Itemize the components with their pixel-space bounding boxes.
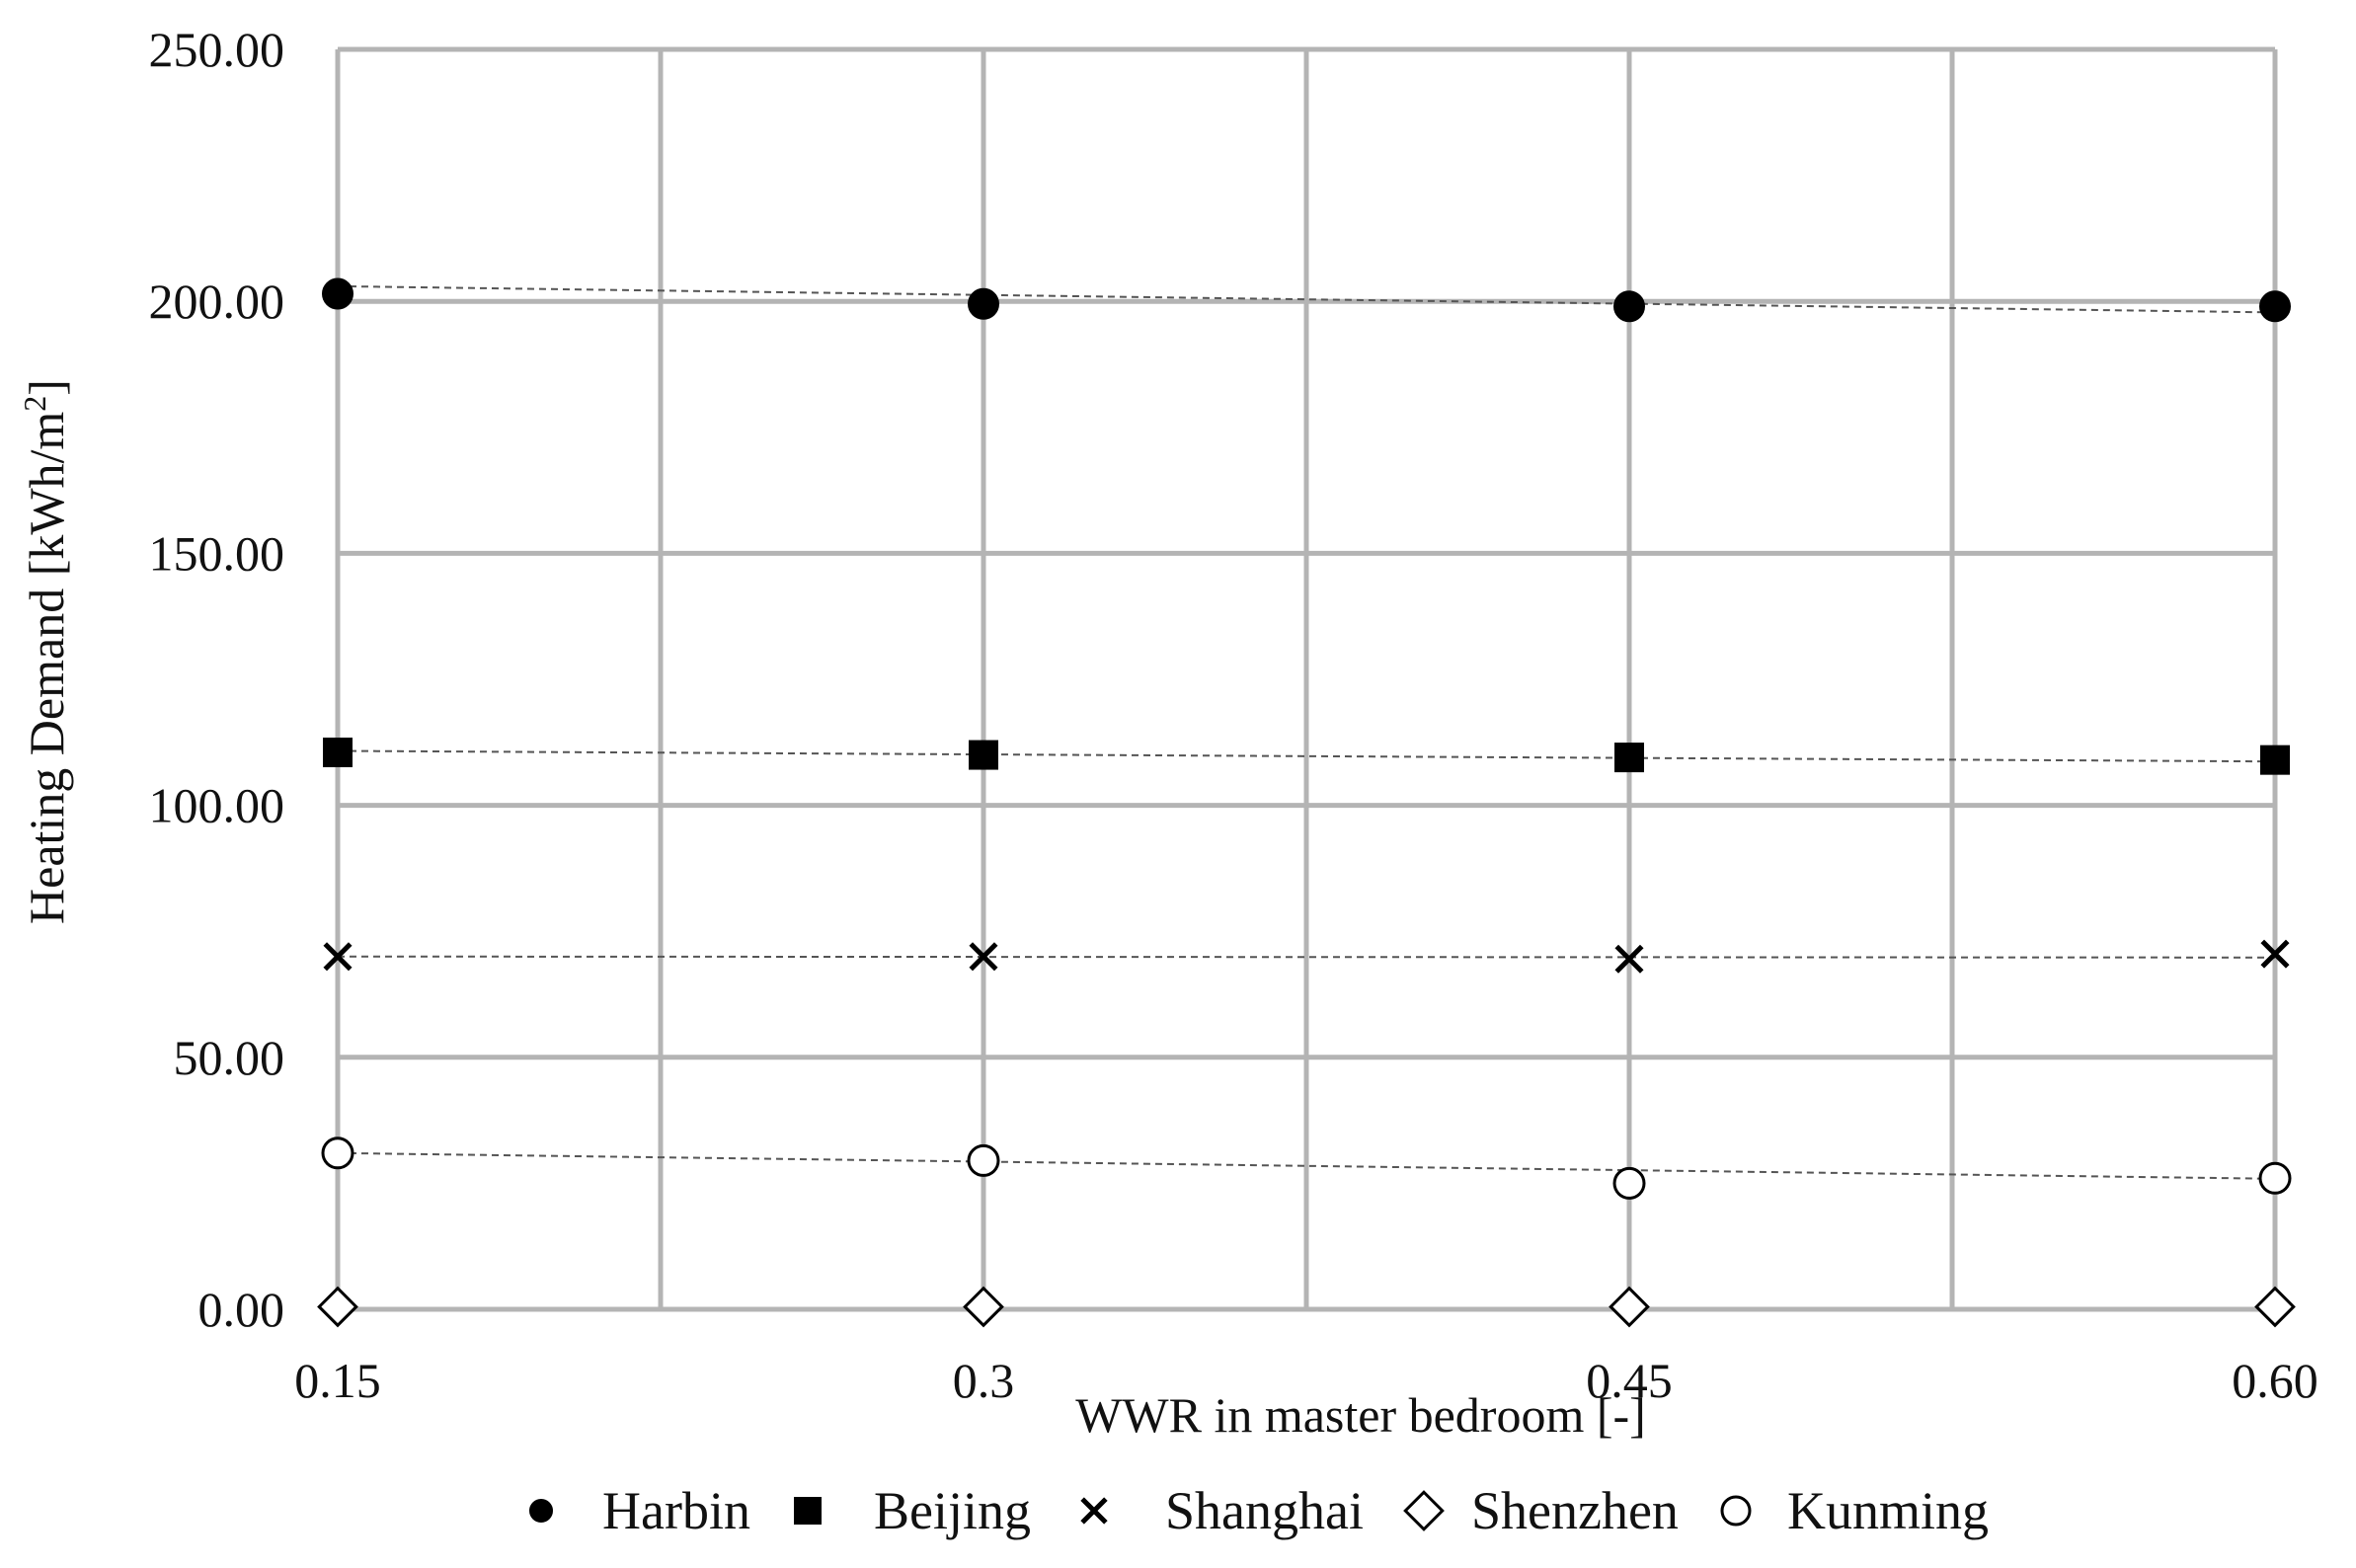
data-point-harbin xyxy=(322,277,353,310)
data-point-shenzhen xyxy=(963,1286,1004,1328)
x-axis-ticks: 0.15 0.3 0.45 0.60 xyxy=(294,1353,2318,1408)
data-point-harbin xyxy=(2259,290,2291,323)
legend-label-beijing: Beijing xyxy=(874,1481,1031,1540)
legend-marker-shanghai xyxy=(1080,1497,1108,1525)
data-point-harbin xyxy=(1613,290,1645,323)
legend-marker-harbin xyxy=(529,1499,553,1523)
legend-marker-kunming xyxy=(1720,1495,1752,1527)
data-point-shanghai xyxy=(2260,939,2290,969)
legend-marker-shenzhen xyxy=(1403,1490,1445,1531)
x-tick-label: 0.60 xyxy=(2232,1353,2318,1408)
x-tick-label: 0.45 xyxy=(1586,1353,1673,1408)
y-tick-label: 100.00 xyxy=(149,778,285,833)
y-axis-title-superscript: 2 xyxy=(17,396,52,412)
y-tick-label: 200.00 xyxy=(149,274,285,329)
legend-label-kunming: Kunming xyxy=(1787,1481,1989,1540)
trend-line-harbin xyxy=(337,284,2276,314)
x-stroke xyxy=(1614,944,1644,974)
legend-label-shenzhen: Shenzhen xyxy=(1471,1481,1679,1540)
data-point-kunming xyxy=(321,1137,354,1170)
data-markers xyxy=(317,277,2296,1328)
data-point-shanghai xyxy=(323,942,353,972)
x-axis-title: WWR in master bedroom [-] xyxy=(1075,1387,1646,1443)
data-point-shenzhen xyxy=(1609,1286,1650,1328)
data-point-beijing xyxy=(2260,745,2290,775)
data-point-shenzhen xyxy=(2254,1286,2296,1328)
data-point-shenzhen xyxy=(317,1286,358,1328)
legend-marker-beijing xyxy=(794,1497,822,1525)
y-tick-label: 50.00 xyxy=(174,1030,285,1085)
x-tick-label: 0.3 xyxy=(953,1353,1015,1408)
y-axis-title: Heating Demand [kWh/m2] xyxy=(17,379,74,924)
y-tick-label: 150.00 xyxy=(149,525,285,581)
trend-line-kunming xyxy=(337,1151,2276,1180)
legend-label-shanghai: Shanghai xyxy=(1165,1481,1364,1540)
trend-lines xyxy=(337,284,2276,1180)
legend: Harbin Beijing Shanghai Shenzhen Kunming xyxy=(529,1481,1989,1540)
x-tick-label: 0.15 xyxy=(294,1353,381,1408)
data-point-shanghai xyxy=(1614,944,1644,974)
x-stroke xyxy=(323,942,353,972)
data-point-harbin xyxy=(968,287,999,320)
trend-line-beijing xyxy=(337,749,2276,763)
y-axis-ticks: 0.00 50.00 100.00 150.00 200.00 250.00 xyxy=(149,22,285,1337)
x-stroke xyxy=(969,942,998,972)
legend-label-harbin: Harbin xyxy=(602,1481,750,1540)
data-point-beijing xyxy=(1614,743,1644,773)
y-tick-label: 250.00 xyxy=(149,22,285,77)
data-point-kunming xyxy=(2258,1161,2292,1195)
data-point-kunming xyxy=(967,1143,1000,1177)
x-stroke xyxy=(2260,939,2290,969)
data-point-beijing xyxy=(969,740,998,770)
trend-line-shanghai xyxy=(337,955,2276,959)
gridlines xyxy=(335,46,2278,1312)
data-point-shanghai xyxy=(969,942,998,972)
data-point-kunming xyxy=(1612,1166,1646,1200)
y-tick-label: 0.00 xyxy=(198,1282,285,1337)
x-stroke xyxy=(1080,1497,1108,1525)
data-point-beijing xyxy=(323,738,353,768)
